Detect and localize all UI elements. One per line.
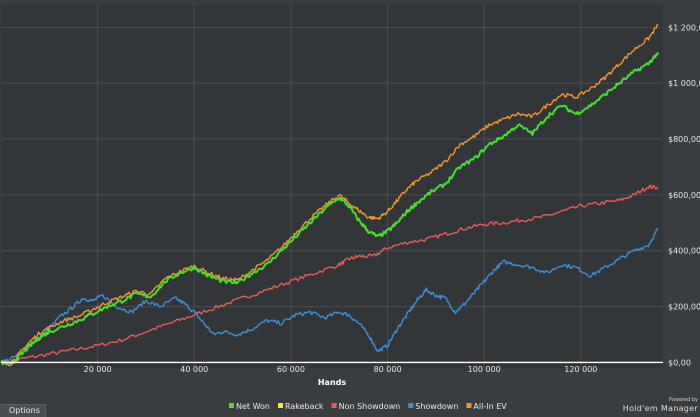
x-tick-label: 120 000 [564,365,597,374]
legend: Net Won Rakeback Non Showdown Showdown All-I… [229,402,507,411]
x-tick-label: 20 000 [84,365,112,374]
options-button[interactable]: Options [0,404,46,417]
y-tick-label: $1 000,00 [668,79,700,88]
x-tick-label: 100 000 [468,365,501,374]
legend-label-showdown: Showdown [415,402,458,411]
y-tick-label: $400,00 [668,247,700,256]
legend-label-net-won: Net Won [236,402,270,411]
series-line-all-in-ev [0,23,659,367]
series-lines [0,23,663,367]
legend-swatch-all-in-ev [466,403,472,408]
series-line-showdown [0,227,659,365]
y-tick-label: $200,00 [668,303,700,312]
x-tick-label: 80 000 [374,365,402,374]
legend-label-rakeback: Rakeback [285,402,324,411]
grid [1,5,663,368]
powered-by-logo: Powered by Hold'em Manager [623,397,698,413]
legend-swatch-non-showdown [331,403,337,408]
x-axis-label: Hands [318,378,347,387]
y-tick-label: $1 200,00 [668,23,700,32]
brand-name: Hold'em Manager [622,404,698,413]
plot-area [1,5,663,368]
series-line-non-showdown [0,184,659,365]
y-tick-label: $600,00 [668,191,700,200]
powered-by-text: Powered by [669,397,698,403]
x-tick-label: 40 000 [180,365,208,374]
series-line-net-won [0,52,660,366]
legend-swatch-showdown [408,403,414,408]
y-tick-label: $0,00 [668,358,691,367]
x-tick-label: 60 000 [277,365,305,374]
x-axis: 20 000 40 000 60 000 80 000 100 000 120 000 [84,365,598,374]
legend-label-non-showdown: Non Showdown [339,402,401,411]
legend-label-all-in-ev: All-In EV [473,402,507,411]
y-tick-label: $800,00 [668,135,700,144]
legend-swatch-rakeback [278,403,283,408]
legend-swatch-net-won [229,403,234,408]
y-axis: $0,00 $200,00 $400,00 $600,00 $800,00 $1 000,… [668,23,700,367]
